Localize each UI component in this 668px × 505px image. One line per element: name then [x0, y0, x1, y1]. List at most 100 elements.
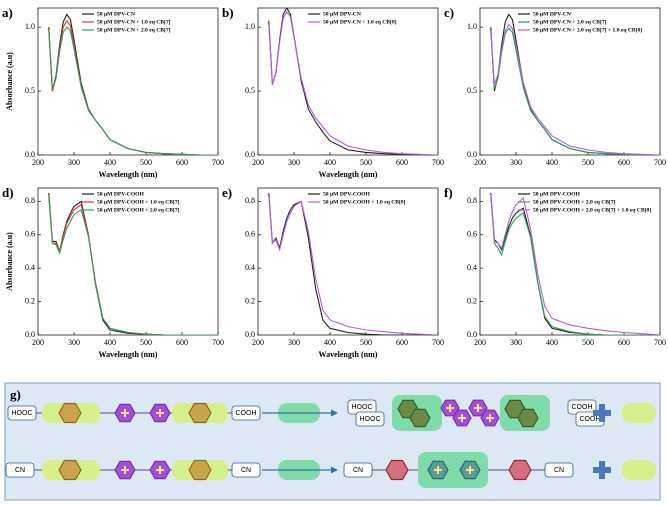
arrow-head [331, 409, 338, 417]
data-line [48, 194, 218, 335]
x-tick-label: 700 [654, 158, 666, 167]
plot-frame [479, 7, 661, 156]
end-group-label: CN [15, 467, 25, 474]
y-tick-label: 0.8 [245, 196, 255, 205]
x-tick-label: 200 [252, 338, 264, 347]
y-tick-label: 0.6 [25, 230, 35, 239]
legend-label: 50 μM DPV-CN [97, 11, 135, 17]
y-tick-label: 0.2 [467, 296, 477, 305]
data-line [490, 192, 660, 335]
y-tick-label: 0.8 [25, 196, 35, 205]
plot-frame [257, 7, 439, 156]
x-tick-label: 300 [288, 158, 300, 167]
benzene [517, 408, 539, 428]
data-line [268, 10, 438, 155]
x-tick-label: 500 [360, 158, 372, 167]
y-tick-label: 0.4 [25, 263, 35, 272]
legend-label: 50 μM DPV-CN + 2.0 eq CB[7] + 1.0 eq CB[… [533, 27, 642, 33]
y-tick-label: 0.0 [467, 150, 477, 159]
panel-label: b) [222, 5, 234, 20]
x-tick-label: 400 [546, 338, 558, 347]
end-group-label: HOOC [12, 410, 33, 417]
y-tick-label: 1.0 [25, 22, 35, 31]
x-tick-label: 500 [140, 158, 152, 167]
y-tick-label: 0.4 [467, 263, 477, 272]
legend-label: 50 μM DPV-COOH + 2.0 eq CB[7] [533, 199, 616, 205]
y-tick-label: 0.6 [245, 230, 255, 239]
legend-label: 50 μM DPV-COOH + 1.0 eq CB[7] [97, 199, 180, 205]
y-tick-label: 0.0 [25, 330, 35, 339]
x-tick-label: 400 [104, 338, 116, 347]
legend-label: 50 μM DPV-COOH + 2.0 eq CB[7] [97, 207, 180, 213]
x-tick-label: 700 [212, 158, 224, 167]
end-group-label: CN [353, 467, 363, 474]
panel-label: f) [444, 185, 453, 200]
end-group-label: COOH [572, 404, 593, 411]
x-tick-label: 500 [582, 158, 594, 167]
y-tick-label: 0.4 [245, 263, 255, 272]
end-group-box [544, 462, 574, 478]
x-axis-label: Wavelength (nm) [99, 170, 158, 179]
legend-label: 50 μM DPV-CN + 1.0 eq CB[7] [97, 19, 171, 25]
benzene [58, 459, 82, 481]
benzene [58, 402, 82, 424]
legend-label: 50 μM DPV-COOH [323, 191, 371, 197]
end-group-label: COOH [580, 416, 601, 423]
x-tick-label: 400 [324, 158, 336, 167]
x-tick-label: 400 [546, 158, 558, 167]
x-tick-label: 600 [618, 158, 630, 167]
data-line [48, 13, 218, 155]
legend-label: 50 μM DPV-COOH + 1.0 eq CB[8] [323, 199, 406, 205]
end-group-label: HOOC [360, 416, 381, 423]
x-tick-label: 200 [252, 158, 264, 167]
x-tick-label: 600 [618, 338, 630, 347]
end-group-label: COOH [236, 410, 257, 417]
end-group-box [343, 462, 373, 478]
y-tick-label: 0.6 [467, 230, 477, 239]
panel-label: e) [222, 185, 232, 200]
y-tick-label: 1.0 [245, 22, 255, 31]
y-tick-label: 0.0 [245, 150, 255, 159]
y-tick-label: 0.2 [245, 296, 255, 305]
data-line [268, 192, 438, 335]
x-tick-label: 200 [32, 338, 44, 347]
panel-label: g) [10, 387, 21, 402]
end-group-label: CN [241, 467, 251, 474]
y-axis-label: Absorbance (a.u) [5, 52, 14, 111]
plot-frame [479, 187, 661, 336]
x-tick-label: 300 [68, 338, 80, 347]
data-line [490, 194, 660, 335]
data-line [268, 196, 438, 335]
plot-frame [257, 187, 439, 336]
data-line [490, 194, 660, 335]
x-tick-label: 600 [396, 338, 408, 347]
x-tick-label: 700 [212, 338, 224, 347]
y-tick-label: 0.5 [245, 86, 255, 95]
y-tick-label: 0.8 [467, 196, 477, 205]
x-tick-label: 500 [140, 338, 152, 347]
y-tick-label: 0.0 [467, 330, 477, 339]
data-line [490, 13, 660, 155]
legend-label: 50 μM DPV-COOH [533, 191, 581, 197]
x-tick-label: 200 [474, 338, 486, 347]
cb7-host [622, 460, 656, 480]
benzene [508, 459, 532, 481]
data-line [48, 26, 218, 155]
x-tick-label: 700 [654, 338, 666, 347]
end-group-box [231, 462, 261, 478]
end-group-label: HOOC [352, 404, 373, 411]
x-tick-label: 600 [176, 158, 188, 167]
benzene [188, 459, 212, 481]
legend-label: 50 μM DPV-COOH [97, 191, 145, 197]
y-axis-label: Absorbance (a.u) [5, 232, 14, 291]
end-group-label: CN [554, 467, 564, 474]
x-tick-label: 400 [104, 158, 116, 167]
legend-label: 50 μM DPV-CN + 1.0 eq CB[8] [323, 19, 397, 25]
x-tick-label: 500 [582, 338, 594, 347]
data-line [490, 23, 660, 155]
y-tick-label: 0.5 [25, 86, 35, 95]
x-tick-label: 600 [176, 338, 188, 347]
x-tick-label: 200 [32, 158, 44, 167]
x-tick-label: 200 [474, 158, 486, 167]
